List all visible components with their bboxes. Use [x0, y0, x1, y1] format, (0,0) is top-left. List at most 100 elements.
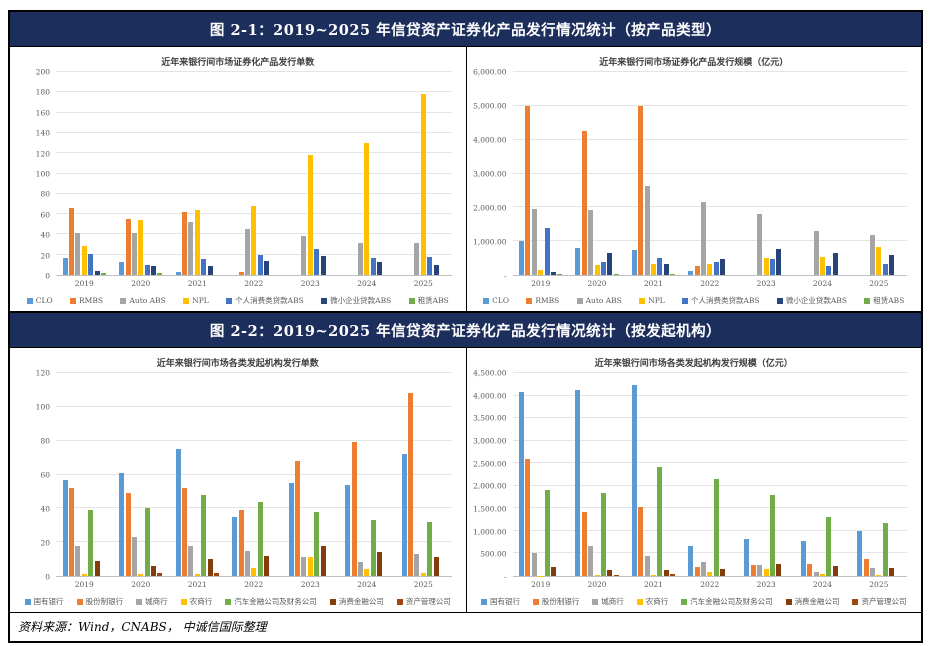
- legend-item: CLO: [26, 296, 53, 305]
- gridline: [56, 473, 452, 475]
- bar: [713, 478, 719, 576]
- bar-group: [625, 72, 681, 275]
- x-tick-label: 2021: [643, 279, 663, 288]
- bar: [420, 572, 426, 576]
- bar: [295, 460, 300, 576]
- bar: [370, 257, 376, 275]
- plot: [56, 372, 452, 577]
- legend-label: 农商行: [645, 597, 669, 606]
- y-tick-label: 120: [35, 149, 50, 159]
- legend-label: Auto ABS: [585, 296, 622, 305]
- plot: [56, 71, 452, 276]
- gridline: [512, 529, 907, 531]
- bar-group: [794, 72, 850, 275]
- y-tick-label: 4,000.00: [473, 135, 507, 145]
- bar: [207, 559, 213, 576]
- bar: [763, 569, 769, 576]
- bar: [357, 562, 363, 576]
- bar-group: [113, 72, 170, 275]
- gridline: [512, 484, 907, 486]
- bar-group: [569, 373, 625, 576]
- bar-group: [226, 72, 283, 275]
- y-tick-label: 180: [35, 87, 50, 97]
- bar: [125, 219, 131, 275]
- legend-item: CLO: [483, 296, 509, 305]
- bar: [588, 546, 594, 576]
- gridline: [56, 507, 452, 509]
- chart-plot-area: 0 20 40 60 80 100 120 140 160 180 200: [14, 68, 462, 281]
- bar: [694, 266, 700, 275]
- legend-item: 城商行: [592, 596, 624, 607]
- x-tick-label: 2019: [74, 279, 94, 288]
- figure-2-1-banner: 图 2-1：2019~2025 年信贷资产证券化产品发行情况统计（按产品类型）: [10, 12, 921, 47]
- x-tick-label: 2021: [187, 279, 207, 288]
- y-tick-label: 4,500.00: [473, 368, 507, 378]
- figure-2-1-charts: 近年来银行间市场证券化产品发行单数 0 20 40 60 80 100 120 140 160 18…: [10, 47, 921, 312]
- bar: [857, 530, 863, 576]
- y-tick-label: 200: [35, 67, 50, 77]
- legend-label: 国有银行: [489, 597, 520, 606]
- legend-item: 消费金融公司: [329, 596, 384, 607]
- bar-group: [169, 373, 226, 576]
- chart-plot-area: - 500.00 1,000.00 1,500.00 2,000.00 2,500.00 3…: [471, 369, 918, 582]
- bar: [138, 574, 144, 576]
- legend-item: RMBS: [526, 296, 559, 305]
- bar: [819, 574, 825, 576]
- bar: [151, 565, 156, 576]
- bar-group: [682, 72, 738, 275]
- bar: [157, 272, 163, 275]
- bar: [638, 105, 644, 275]
- legend: 国有银行 股份制银行 城商行 农商行 汽车金融公司及财务公司 消费金融公司 资产管理公司: [471, 589, 918, 610]
- bar: [264, 555, 269, 576]
- bar: [863, 558, 869, 576]
- chart-title: 近年来银行间市场各类发起机构发行规模（亿元）: [594, 359, 793, 369]
- bar: [427, 256, 433, 275]
- legend-label: CLO: [492, 296, 510, 305]
- bar-groups: [513, 373, 908, 576]
- bar-group: [513, 72, 569, 275]
- legend-label: 国有银行: [33, 597, 64, 606]
- bar: [826, 266, 832, 275]
- legend-swatch-icon: [408, 297, 415, 304]
- y-tick-label: 5,000.00: [473, 101, 507, 111]
- bar: [876, 247, 882, 275]
- bar: [307, 557, 313, 576]
- legend-item: RMBS: [70, 296, 103, 305]
- gridline: [512, 240, 907, 242]
- legend-label: 个人消费类贷款ABS: [235, 296, 304, 305]
- x-tick-label: 2020: [131, 279, 151, 288]
- bar: [100, 272, 106, 275]
- bar: [607, 570, 613, 576]
- bar: [826, 517, 832, 576]
- legend-label: 个人消费类贷款ABS: [691, 296, 760, 305]
- x-tick-label: 2022: [244, 279, 264, 288]
- bar: [201, 258, 207, 275]
- bar: [519, 241, 525, 275]
- legend-item: NPL: [639, 296, 665, 305]
- legend-label: 消费金融公司: [794, 597, 840, 606]
- legend-item: 租赁ABS: [408, 295, 449, 306]
- y-tick-label: 2,000.00: [473, 203, 507, 213]
- bar: [244, 550, 250, 576]
- legend-item: 微小企业贷款ABS: [321, 295, 391, 306]
- legend-item: 国有银行: [24, 596, 64, 607]
- gridline: [512, 507, 907, 509]
- bar: [720, 259, 725, 275]
- y-tick-label: 20: [40, 538, 50, 548]
- bar: [144, 508, 150, 576]
- bar: [670, 274, 676, 275]
- bar-group: [339, 72, 396, 275]
- y-tick-label: 3,500.00: [473, 413, 507, 423]
- bar: [525, 459, 531, 576]
- bar: [720, 569, 725, 576]
- bar: [819, 257, 825, 275]
- x-axis-labels: 2019 2020 2021 2022 2023 2024 2025: [56, 577, 452, 589]
- bar-groups: [513, 72, 908, 275]
- bar: [688, 545, 694, 576]
- bar: [420, 94, 426, 275]
- bar: [257, 501, 263, 576]
- gridline: [56, 71, 452, 72]
- bar: [813, 231, 819, 275]
- y-tick-label: 60: [40, 470, 50, 480]
- bar-group: [113, 373, 170, 576]
